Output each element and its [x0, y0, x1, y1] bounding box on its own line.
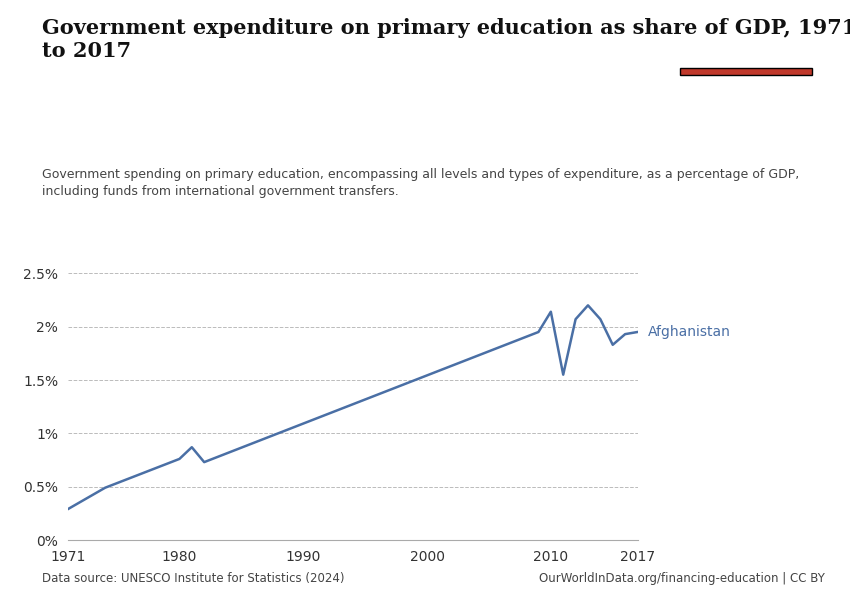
Text: Our World: Our World [714, 29, 778, 39]
Text: Afghanistan: Afghanistan [648, 325, 730, 339]
Text: in Data: in Data [723, 49, 768, 58]
Text: Government spending on primary education, encompassing all levels and types of e: Government spending on primary education… [42, 168, 800, 198]
Text: Government expenditure on primary education as share of GDP, 1971
to 2017: Government expenditure on primary educat… [42, 18, 850, 61]
Text: OurWorldInData.org/financing-education | CC BY: OurWorldInData.org/financing-education |… [539, 572, 824, 585]
Text: Data source: UNESCO Institute for Statistics (2024): Data source: UNESCO Institute for Statis… [42, 572, 345, 585]
FancyBboxPatch shape [680, 68, 812, 75]
